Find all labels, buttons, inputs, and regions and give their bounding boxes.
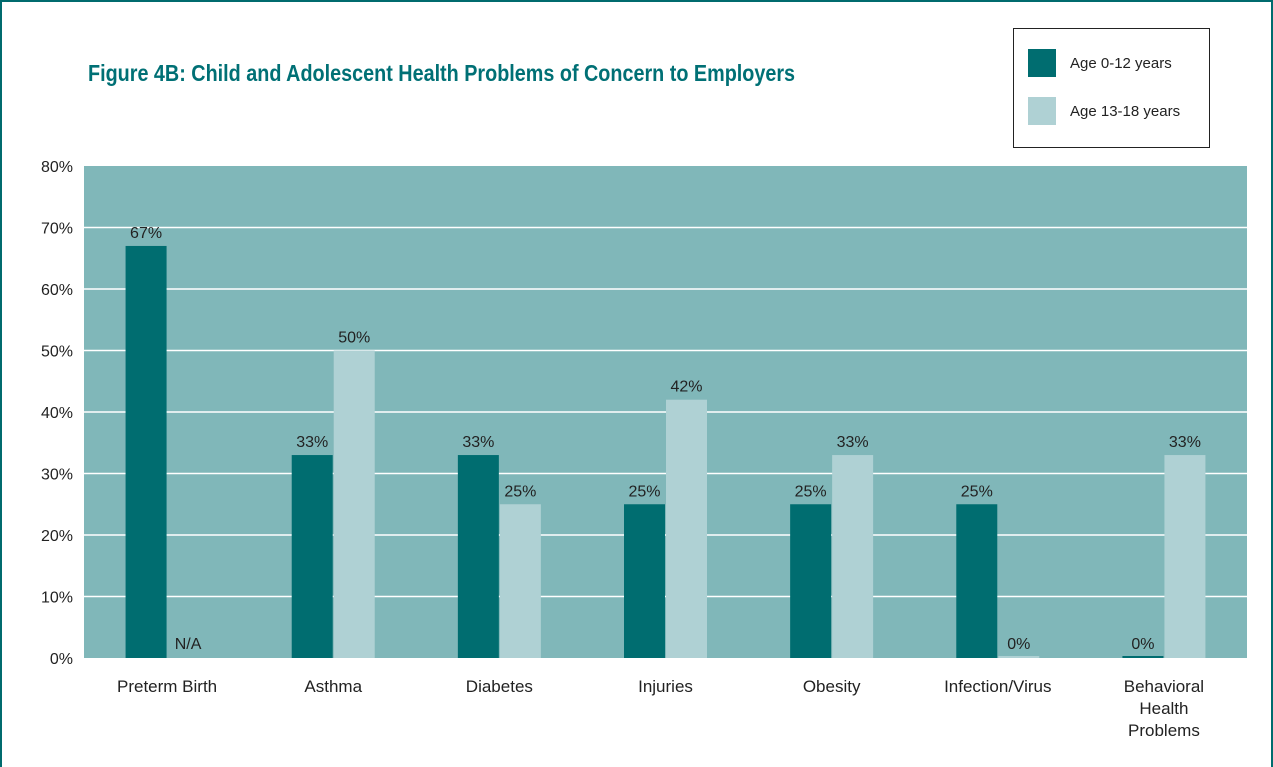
- legend-swatch-age-0-12: [1028, 49, 1056, 77]
- legend-swatch-age-13-18: [1028, 97, 1056, 125]
- chart-legend: Age 0-12 years Age 13-18 years: [1013, 28, 1210, 148]
- legend-label-age-0-12: Age 0-12 years: [1070, 54, 1172, 72]
- chart-title: Figure 4B: Child and Adolescent Health P…: [88, 60, 796, 86]
- legend-label-age-13-18: Age 13-18 years: [1070, 102, 1181, 120]
- legend-item-age-13-18: Age 13-18 years: [1028, 97, 1180, 125]
- legend-item-age-0-12: Age 0-12 years: [1028, 49, 1172, 77]
